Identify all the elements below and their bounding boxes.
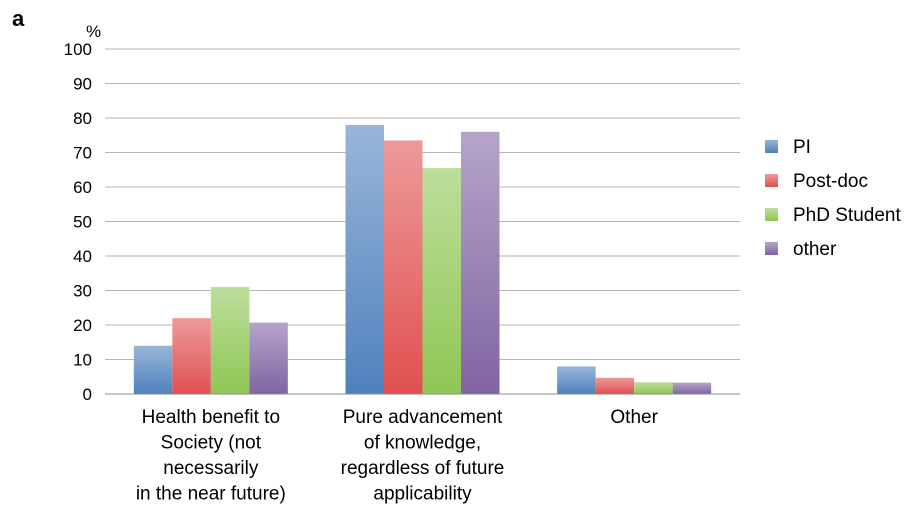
bar-other-0 — [249, 322, 288, 394]
y-tick-labels: 0 10 20 30 40 50 60 70 80 90 100 — [64, 40, 92, 404]
bar-pi-2 — [557, 366, 596, 394]
legend-swatch — [765, 208, 778, 221]
bar-post-doc-0 — [172, 318, 211, 394]
bar-phd-student-0 — [210, 287, 250, 394]
legend-swatch — [765, 242, 778, 255]
y-tick-label: 80 — [73, 109, 92, 128]
y-tick-label: 70 — [73, 144, 92, 163]
y-tick-label: 10 — [73, 351, 92, 370]
legend-swatch — [765, 174, 778, 187]
category-labels: Health benefit to Society (not necessarily… — [136, 407, 659, 505]
bars — [133, 124, 712, 395]
legend: PI Post-doc PhD Student other — [765, 137, 901, 260]
y-tick-label: 30 — [73, 282, 92, 301]
y-tick-label: 90 — [73, 75, 92, 94]
legend-label: other — [793, 239, 837, 260]
panel-label: a — [12, 6, 25, 31]
bar-pi-1 — [345, 124, 384, 395]
y-axis-unit-label: % — [86, 22, 101, 41]
bar-other-1 — [461, 131, 500, 395]
y-tick-label: 60 — [73, 178, 92, 197]
legend-swatch — [765, 140, 778, 153]
bar-post-doc-1 — [384, 140, 423, 394]
legend-label: Post-doc — [793, 171, 868, 192]
y-tick-label: 0 — [83, 385, 92, 404]
category-label: Pure advancement of knowledge, regardless … — [341, 407, 505, 505]
bar-other-2 — [672, 382, 712, 394]
y-tick-label: 50 — [73, 213, 92, 232]
legend-label: PhD Student — [793, 205, 901, 226]
category-label: Other — [610, 407, 658, 428]
y-tick-label: 40 — [73, 247, 92, 266]
bar-post-doc-2 — [595, 377, 635, 394]
y-tick-label: 100 — [64, 40, 92, 59]
bar-phd-student-1 — [422, 168, 461, 394]
category-label: Health benefit to Society (not necessarily… — [136, 407, 286, 505]
y-tick-label: 20 — [73, 316, 92, 335]
bar-phd-student-2 — [634, 382, 673, 394]
legend-label: PI — [793, 137, 811, 158]
bar-pi-0 — [133, 345, 173, 394]
